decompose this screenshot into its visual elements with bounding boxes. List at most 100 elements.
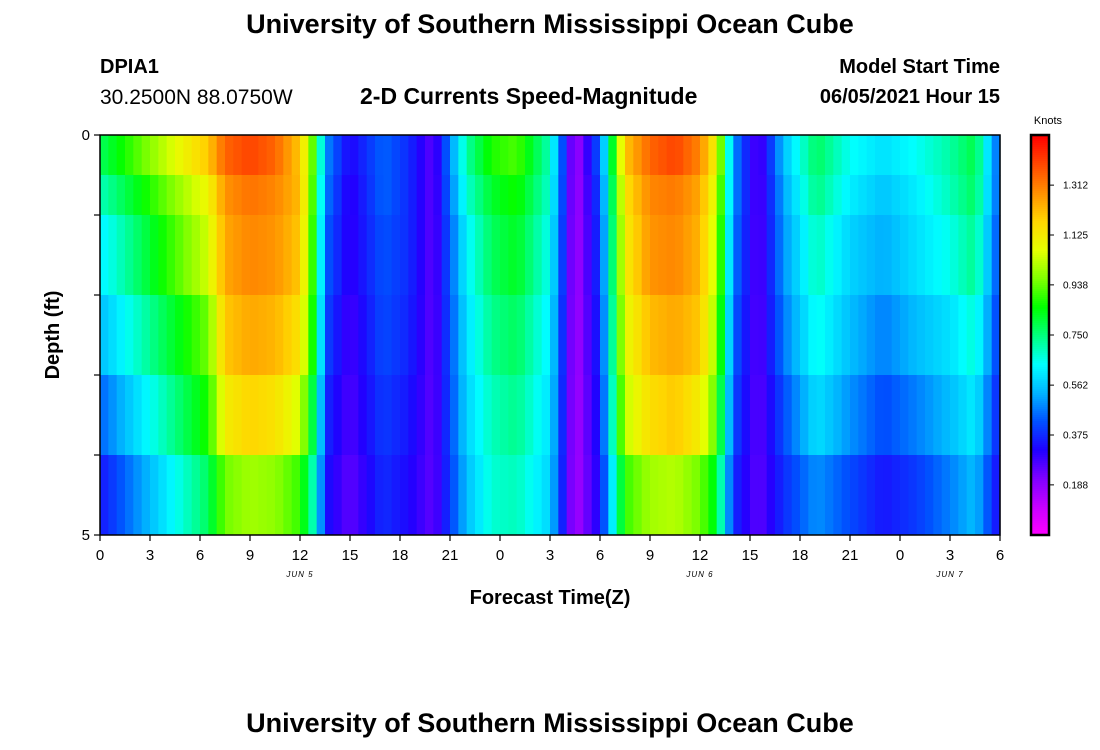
heatmap-cell	[166, 215, 176, 296]
heatmap-cell	[191, 135, 201, 176]
heatmap-cell	[783, 135, 793, 176]
heatmap-cell	[291, 175, 301, 216]
heatmap-cell	[933, 215, 943, 296]
heatmap-cell	[908, 375, 918, 456]
colorbar-segment	[1031, 191, 1049, 194]
colorbar-segment	[1031, 165, 1049, 168]
heatmap-cell	[800, 455, 809, 536]
colorbar-segment	[1031, 279, 1049, 282]
heatmap-cell	[333, 175, 343, 216]
heatmap-cell	[350, 135, 359, 176]
heatmap-cell	[858, 295, 868, 376]
heatmap-cell	[950, 375, 959, 456]
heatmap-cell	[350, 295, 359, 376]
heatmap-cell	[125, 295, 134, 376]
heatmap-cell	[308, 375, 318, 456]
heatmap-cell	[991, 295, 1001, 376]
colorbar-segment	[1031, 313, 1049, 316]
colorbar-segment	[1031, 159, 1049, 162]
heatmap-cell	[858, 175, 868, 216]
heatmap-cell	[958, 215, 968, 296]
colorbar-segment	[1031, 463, 1049, 466]
colorbar-segment	[1031, 389, 1049, 392]
heatmap-cell	[483, 455, 493, 536]
heatmap-cell	[866, 375, 876, 456]
colorbar-segment	[1031, 391, 1049, 394]
heatmap-cell	[808, 135, 818, 176]
heatmap-cell	[458, 135, 468, 176]
heatmap-cell	[358, 215, 368, 296]
heatmap-cell	[825, 135, 834, 176]
heatmap-cell	[875, 375, 884, 456]
heatmap-cell	[183, 295, 193, 376]
heatmap-cell	[308, 215, 318, 296]
heatmap-cell	[941, 175, 951, 216]
heatmap-cell	[500, 375, 509, 456]
heatmap-cell	[966, 295, 976, 376]
heatmap-cell	[650, 175, 659, 216]
colorbar-segment	[1031, 311, 1049, 314]
colorbar-segment	[1031, 231, 1049, 234]
heatmap-cell	[300, 375, 309, 456]
heatmap-cell	[208, 455, 218, 536]
colorbar-segment	[1031, 357, 1049, 360]
heatmap-cell	[775, 135, 784, 176]
heatmap-cell	[283, 455, 293, 536]
heatmap-cell	[391, 175, 401, 216]
heatmap-cell	[583, 375, 593, 456]
heatmap-cell	[766, 455, 776, 536]
heatmap-cell	[100, 175, 109, 216]
heatmap-cell	[666, 295, 676, 376]
heatmap-cell	[433, 375, 443, 456]
colorbar-segment	[1031, 203, 1049, 206]
heatmap-cell	[591, 175, 601, 216]
heatmap-cell	[608, 295, 618, 376]
heatmap-cell	[333, 135, 343, 176]
heatmap-cell	[800, 215, 809, 296]
heatmap-cell	[650, 375, 659, 456]
colorbar-segment	[1031, 443, 1049, 446]
heatmap-cell	[108, 375, 118, 456]
colorbar-segment	[1031, 161, 1049, 164]
heatmap-cell	[250, 375, 259, 456]
heatmap-cell	[833, 295, 843, 376]
heatmap-cell	[291, 215, 301, 296]
colorbar-segment	[1031, 297, 1049, 300]
heatmap-cell	[675, 135, 684, 176]
heatmap-cell	[833, 215, 843, 296]
heatmap-cell	[550, 375, 559, 456]
heatmap-cell	[100, 375, 109, 456]
heatmap-cell	[575, 295, 584, 376]
heatmap-cell	[416, 135, 426, 176]
heatmap-cell	[950, 175, 959, 216]
colorbar-segment	[1031, 363, 1049, 366]
heatmap-cell	[583, 215, 593, 296]
heatmap-cell	[691, 175, 701, 216]
colorbar-segment	[1031, 365, 1049, 368]
colorbar-segment	[1031, 169, 1049, 172]
heatmap-cell	[516, 175, 526, 216]
x-tick-label: 6	[996, 547, 1004, 564]
colorbar-segment	[1031, 531, 1049, 534]
heatmap-cell	[150, 135, 159, 176]
heatmap-cell	[791, 215, 801, 296]
x-tick-label: 21	[842, 547, 859, 564]
colorbar-segment	[1031, 437, 1049, 440]
heatmap-cell	[391, 455, 401, 536]
colorbar-segment	[1031, 425, 1049, 428]
heatmap-cell	[225, 135, 234, 176]
heatmap-cell	[575, 455, 584, 536]
colorbar-segment	[1031, 511, 1049, 514]
colorbar-segment	[1031, 321, 1049, 324]
colorbar-segment	[1031, 367, 1049, 370]
heatmap-cell	[558, 375, 568, 456]
colorbar-segment	[1031, 353, 1049, 356]
colorbar-segment	[1031, 153, 1049, 156]
colorbar-segment	[1031, 299, 1049, 302]
colorbar-segment	[1031, 419, 1049, 422]
heatmap-cell	[708, 135, 718, 176]
colorbar-segment	[1031, 383, 1049, 386]
heatmap-cell	[808, 175, 818, 216]
heatmap-cell	[250, 135, 259, 176]
heatmap-cell	[541, 375, 551, 456]
